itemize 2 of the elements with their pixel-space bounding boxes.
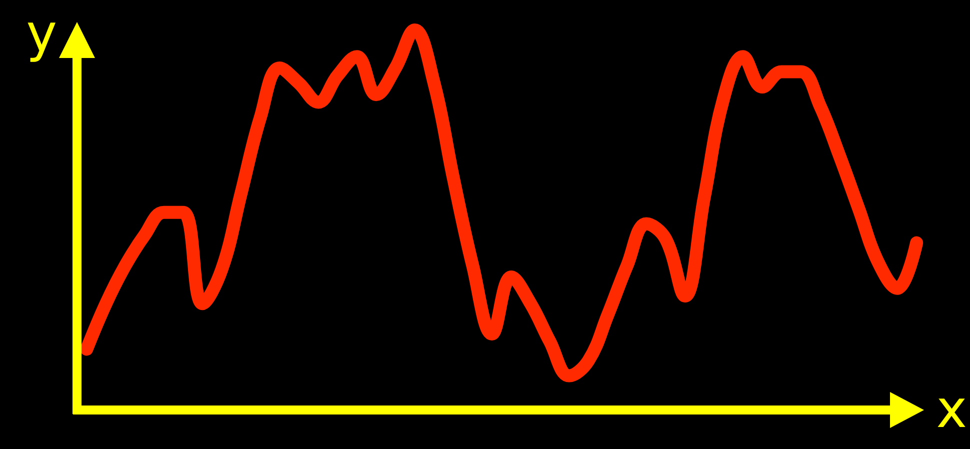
y-axis-title: y [26,4,57,64]
x-axis-title: x [936,380,968,440]
